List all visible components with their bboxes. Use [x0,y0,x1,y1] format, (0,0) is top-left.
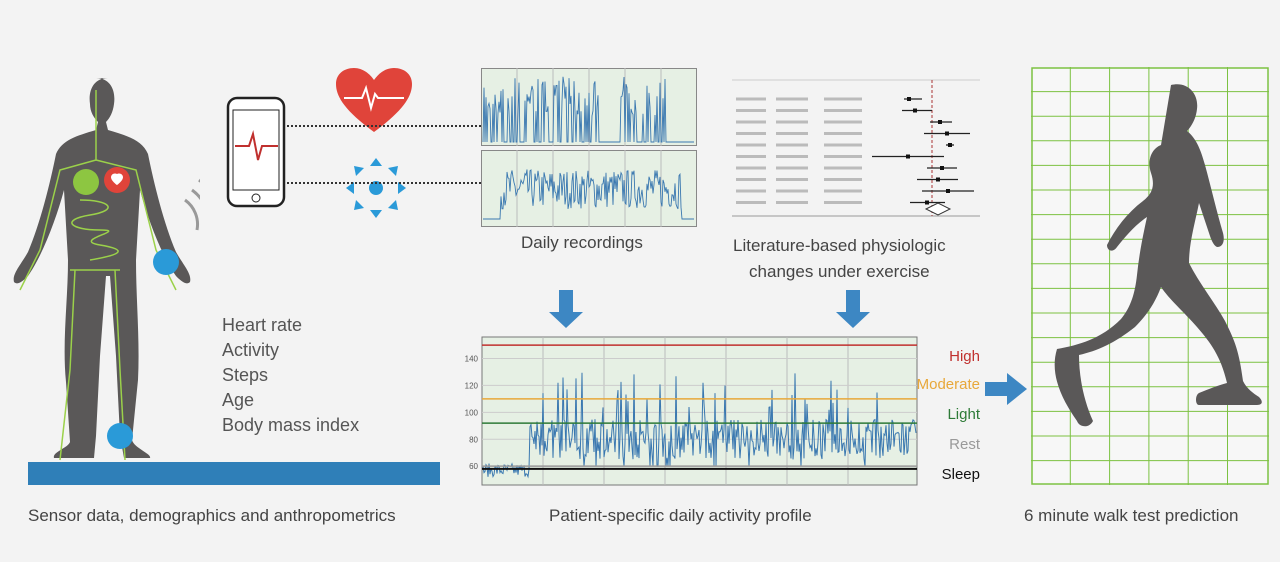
connector-line [287,182,481,184]
feature-item: Heart rate [222,315,303,335]
study-type [776,132,808,135]
study-label [736,109,766,112]
study-label [736,132,766,135]
effect-marker [948,143,952,147]
ankle-sensor-icon [107,423,133,449]
study-label [736,189,766,193]
effect-marker [946,189,950,193]
study-label [736,166,766,170]
study-cohort [824,120,862,124]
study-cohort [824,189,862,193]
feature-item: Age [222,390,255,410]
y-tick-label: 120 [465,381,479,390]
human-body-sensors [13,78,200,461]
effect-marker [940,166,944,170]
y-tick-label: 140 [465,355,479,364]
lungs-icon [73,169,99,195]
effect-marker [938,120,942,124]
effect-marker [925,200,929,205]
study-cohort [824,109,862,112]
level-label-sleep: Sleep [941,466,980,483]
effect-marker [906,154,910,159]
feature-item: Activity [222,340,280,360]
wireless-signal-icon [184,178,200,231]
connector-line [287,125,481,127]
feature-item: Steps [222,365,269,385]
study-label [736,120,766,124]
arrow-down-icon [549,290,583,328]
study-type [776,178,808,181]
heart-rate-series [482,372,917,479]
recording-plot-heart-rate [481,150,697,227]
caption-profile: Patient-specific daily activity profile [549,506,812,525]
study-type [776,109,808,112]
level-label-light: Light [947,406,980,423]
recording-series [483,169,694,220]
effect-marker [936,177,940,182]
study-label [736,143,766,147]
y-tick-label: 100 [465,408,479,417]
caption-recordings: Daily recordings [521,233,643,252]
study-cohort [824,97,862,101]
study-cohort [824,166,862,170]
study-cohort [824,143,862,147]
activity-profile-chart: 60 80 100 120 140 [465,336,918,486]
level-label-high: High [949,348,980,365]
effect-marker [945,131,949,136]
smartphone-icon [226,96,286,208]
study-type [776,166,808,170]
study-type [776,97,808,101]
runner-silhouette [1054,84,1262,427]
y-tick-label: 60 [469,462,478,471]
floor [28,462,440,485]
heart-rate-icon [336,68,412,132]
study-type [776,201,808,204]
caption-sensors: Sensor data, demographics and anthropome… [28,506,396,525]
feature-list: Heart rate Activity Steps Age Body mass … [222,313,359,438]
study-cohort [824,201,862,204]
study-type [776,120,808,124]
study-cohort [824,132,862,135]
activity-burst-icon [346,158,406,218]
caption-prediction: 6 minute walk test prediction [1024,506,1239,525]
wrist-sensor-icon [153,249,179,275]
study-type [776,155,808,158]
y-tick-label: 80 [469,435,478,444]
summary-diamond [924,202,952,216]
recording-series [482,76,694,143]
arrow-down-icon [836,290,870,328]
recording-plot-activity [481,68,697,146]
study-type [776,189,808,193]
caption-literature: Literature-based physiologic changes und… [733,236,946,281]
level-label-moderate: Moderate [916,376,980,393]
plot-frame [481,336,918,486]
study-type [776,143,808,147]
forest-plot [732,79,980,217]
study-label [736,178,766,181]
study-label [736,155,766,158]
study-label [736,201,766,204]
feature-item: Body mass index [222,415,360,435]
level-label-rest: Rest [949,436,980,453]
effect-marker [913,108,917,113]
arrow-right-icon [985,373,1027,405]
effect-marker [907,97,911,101]
study-cohort [824,178,862,181]
study-cohort [824,155,862,158]
study-label [736,97,766,101]
